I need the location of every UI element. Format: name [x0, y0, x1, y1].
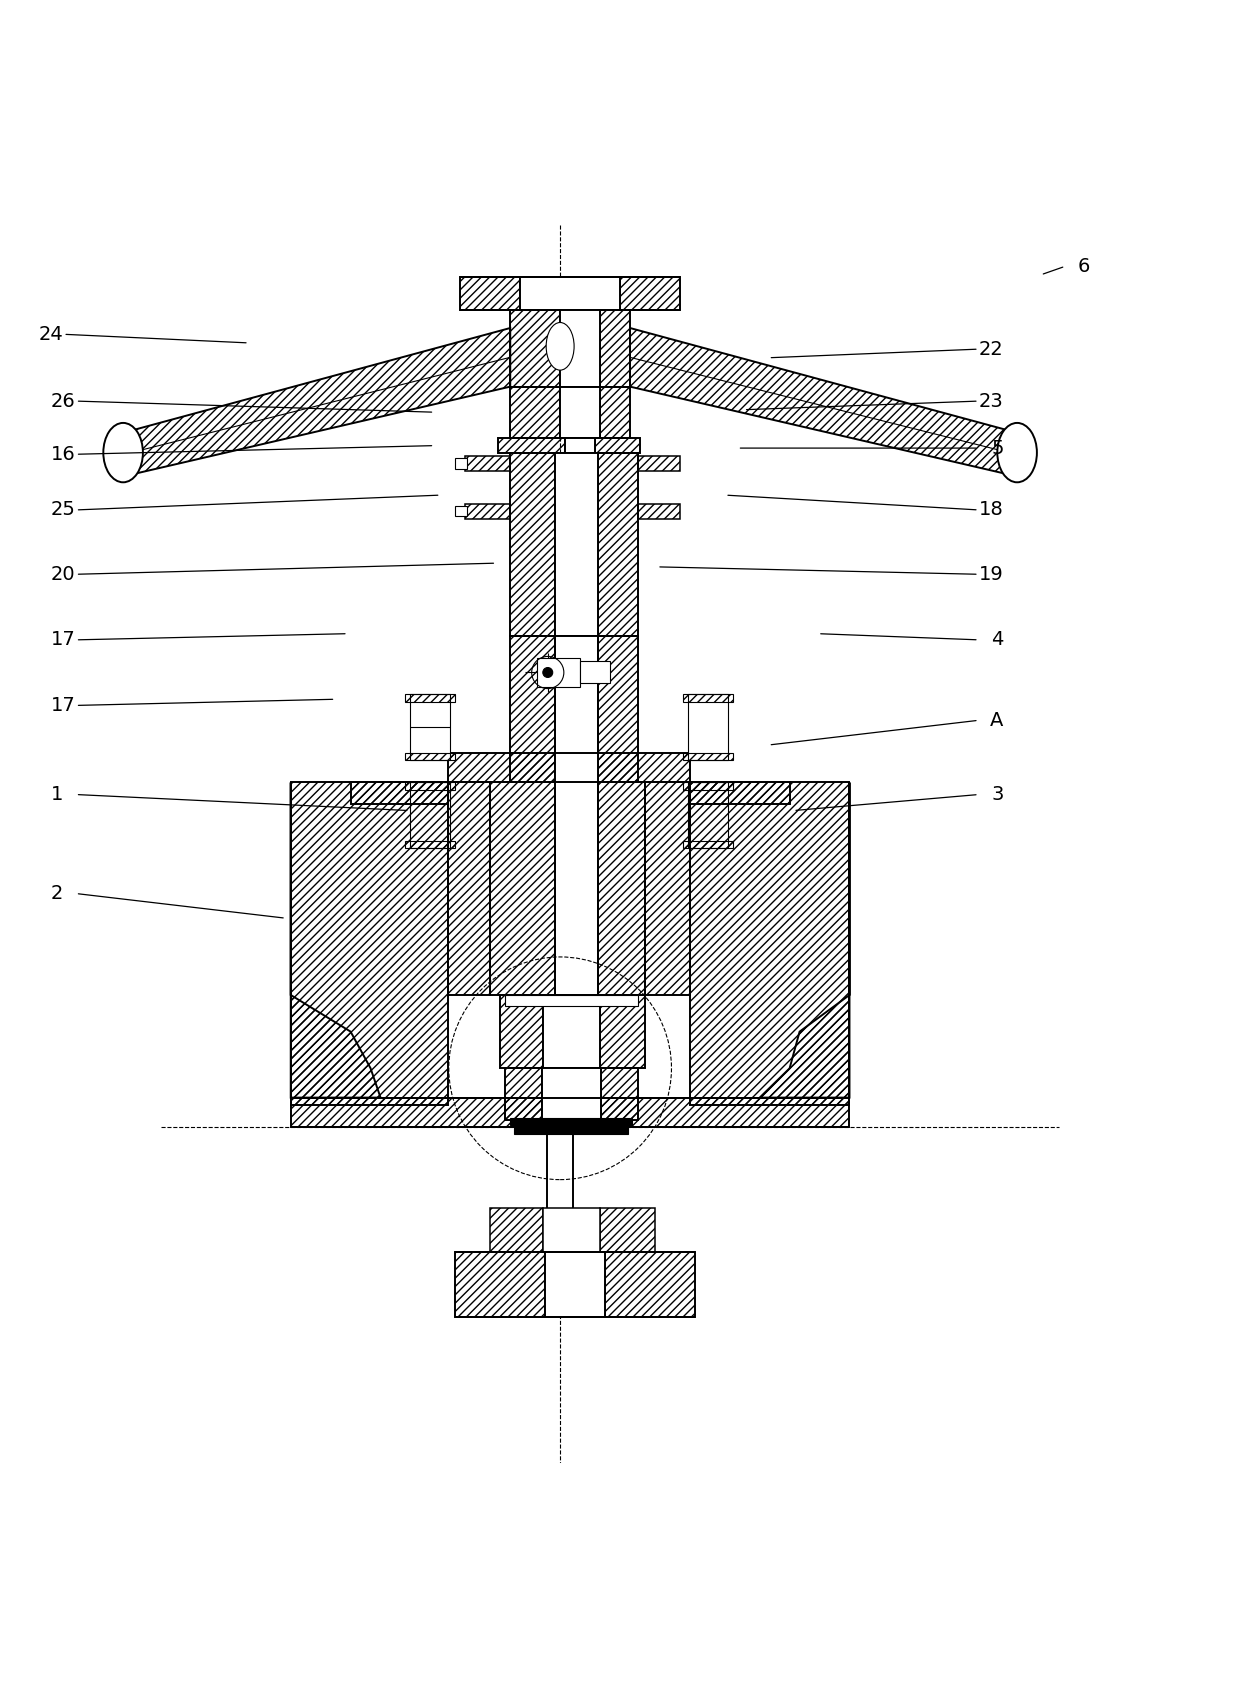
Bar	[351, 783, 449, 805]
Bar	[556, 636, 598, 994]
Bar	[465, 456, 510, 471]
Bar	[547, 1134, 573, 1215]
Text: 25: 25	[51, 500, 76, 520]
Text: A: A	[991, 711, 1003, 729]
Bar	[542, 1069, 601, 1119]
Bar	[405, 694, 455, 702]
Circle shape	[543, 667, 553, 677]
Bar	[688, 783, 728, 849]
Bar	[405, 841, 455, 849]
Text: 3: 3	[991, 785, 1003, 803]
Text: 1: 1	[51, 785, 63, 803]
Bar	[543, 1207, 600, 1251]
Bar	[510, 387, 560, 437]
Bar	[510, 452, 556, 636]
Text: 5: 5	[991, 439, 1003, 457]
Bar	[290, 783, 449, 1106]
Bar	[637, 505, 680, 518]
Bar	[455, 1251, 546, 1318]
Bar	[449, 783, 490, 994]
Bar	[546, 1251, 605, 1318]
Bar	[455, 459, 467, 469]
Bar	[490, 783, 556, 994]
Text: 17: 17	[51, 630, 76, 650]
Bar	[490, 1207, 543, 1251]
Bar	[683, 694, 733, 702]
Bar	[600, 1207, 655, 1251]
Bar	[683, 841, 733, 849]
Bar	[505, 1069, 542, 1119]
Bar	[405, 783, 455, 790]
Bar	[410, 694, 450, 760]
Bar	[620, 277, 680, 309]
Bar	[560, 309, 600, 387]
Bar	[565, 437, 595, 452]
Bar	[595, 437, 640, 452]
Text: 24: 24	[38, 324, 63, 344]
Bar	[537, 658, 580, 687]
Bar	[645, 783, 689, 994]
Text: 18: 18	[978, 500, 1003, 520]
Bar	[510, 309, 560, 387]
Bar	[410, 783, 450, 849]
Bar	[460, 277, 521, 309]
Ellipse shape	[103, 424, 143, 483]
Ellipse shape	[997, 424, 1037, 483]
Bar	[465, 505, 510, 518]
Bar	[601, 1069, 637, 1119]
Bar	[455, 506, 467, 517]
Ellipse shape	[546, 322, 574, 370]
Bar	[683, 783, 733, 790]
Bar	[598, 753, 689, 783]
Bar	[556, 753, 598, 783]
Bar	[688, 694, 728, 760]
Text: 26: 26	[51, 392, 76, 410]
Bar	[290, 1097, 849, 1128]
Text: 22: 22	[978, 339, 1003, 358]
Bar	[510, 636, 556, 783]
Bar	[689, 783, 849, 1106]
Text: 17: 17	[51, 695, 76, 716]
Bar	[521, 277, 620, 309]
Bar	[405, 753, 455, 760]
Text: 23: 23	[978, 392, 1003, 410]
Text: 16: 16	[51, 444, 76, 464]
Bar	[600, 387, 630, 437]
Text: 6: 6	[1078, 257, 1090, 275]
Bar	[605, 1251, 694, 1318]
Bar	[600, 994, 645, 1069]
Bar	[556, 452, 598, 636]
Bar	[498, 437, 565, 452]
Bar	[600, 309, 630, 387]
Bar	[598, 783, 645, 994]
Bar	[560, 387, 600, 437]
Bar	[543, 994, 600, 1069]
Bar	[598, 636, 637, 783]
Bar	[500, 994, 543, 1069]
Bar	[510, 1117, 632, 1126]
Bar	[637, 456, 680, 471]
Text: 4: 4	[991, 630, 1003, 650]
Bar	[515, 1126, 627, 1134]
Bar	[683, 753, 733, 760]
Bar	[598, 452, 637, 636]
Bar	[449, 753, 556, 783]
Text: 2: 2	[51, 885, 63, 903]
Text: 20: 20	[51, 565, 76, 584]
Text: 19: 19	[978, 565, 1003, 584]
Bar	[505, 994, 637, 1006]
Bar	[580, 662, 610, 684]
Bar	[689, 783, 790, 805]
